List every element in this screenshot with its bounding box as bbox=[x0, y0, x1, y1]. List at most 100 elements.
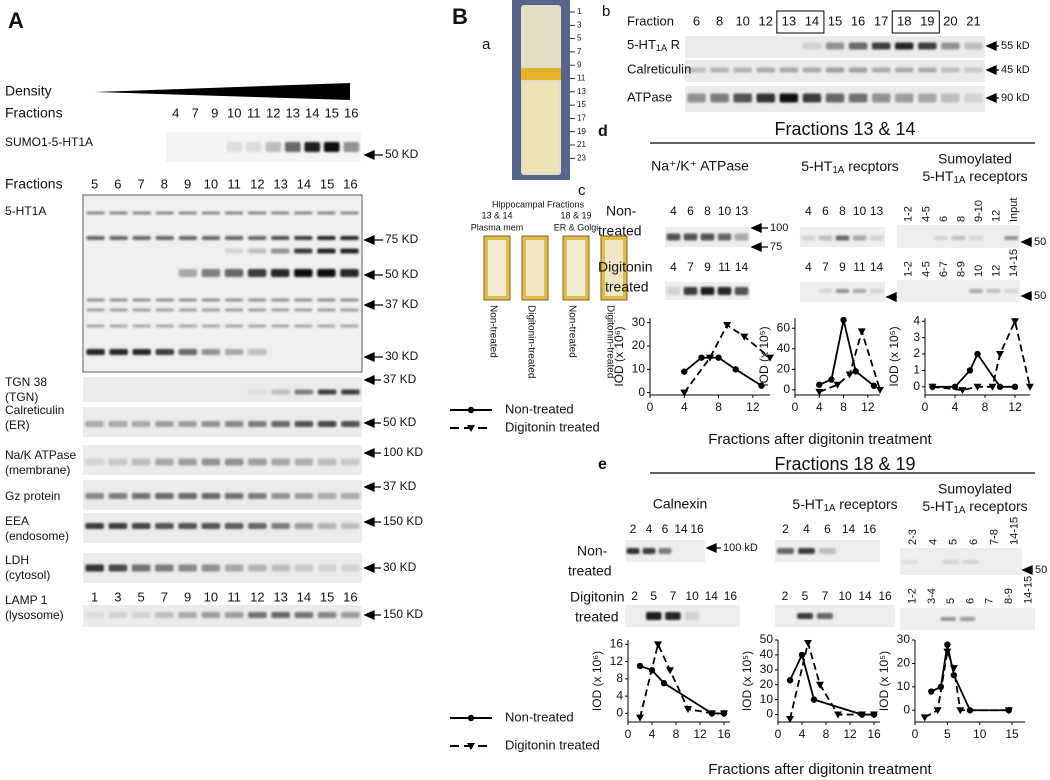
label: (lysosome) bbox=[5, 608, 64, 622]
band bbox=[178, 269, 198, 277]
band bbox=[340, 248, 359, 254]
band bbox=[340, 298, 359, 302]
x-tick-label: 4 bbox=[681, 400, 688, 414]
label-part: 1A bbox=[832, 165, 844, 176]
x-tick-label: 8 bbox=[840, 400, 847, 414]
size-marker: 100 bbox=[770, 222, 788, 234]
band bbox=[969, 236, 984, 240]
lane-label: 7-8 bbox=[988, 529, 1000, 545]
band bbox=[248, 493, 267, 499]
data-point bbox=[681, 368, 688, 375]
band bbox=[178, 493, 197, 499]
blot-bands bbox=[85, 564, 360, 572]
band bbox=[918, 42, 937, 50]
lane-label: 21 bbox=[966, 13, 980, 28]
band bbox=[86, 211, 105, 215]
band bbox=[131, 421, 151, 427]
blot-bands bbox=[85, 493, 360, 499]
data-point bbox=[723, 322, 732, 329]
lane-label: 14 bbox=[305, 105, 319, 120]
band bbox=[969, 289, 984, 293]
lane-label: 8 bbox=[716, 13, 723, 28]
label: 18 & 19 bbox=[560, 210, 591, 220]
band bbox=[271, 564, 290, 572]
band bbox=[294, 523, 314, 529]
band bbox=[224, 421, 244, 427]
lane-label: 10 bbox=[718, 204, 732, 218]
band bbox=[109, 324, 128, 328]
band bbox=[779, 93, 799, 103]
marker-arrow bbox=[363, 447, 381, 459]
blot-bands bbox=[86, 211, 359, 355]
blot-bands bbox=[802, 42, 983, 50]
band bbox=[155, 211, 175, 215]
band bbox=[247, 324, 267, 328]
band bbox=[131, 564, 151, 572]
data-point bbox=[852, 368, 859, 375]
size-marker: 37 KD bbox=[383, 479, 417, 493]
x-tick-label: 8 bbox=[715, 400, 722, 414]
data-point bbox=[660, 679, 668, 687]
band bbox=[341, 612, 360, 618]
blot-frame bbox=[82, 194, 363, 373]
lane-label: 7 bbox=[984, 598, 996, 604]
legend-marker bbox=[467, 406, 475, 414]
y-tick-label: 10 bbox=[897, 679, 911, 693]
label: 5-HT1A R bbox=[627, 37, 680, 53]
band bbox=[178, 211, 198, 215]
band bbox=[986, 289, 1001, 293]
band bbox=[271, 523, 290, 529]
x-tick-label: 12 bbox=[693, 727, 707, 741]
band bbox=[108, 458, 128, 466]
lane-label: 13 bbox=[273, 176, 287, 191]
band bbox=[848, 93, 868, 103]
band bbox=[109, 298, 128, 302]
band bbox=[294, 421, 314, 427]
band bbox=[201, 493, 221, 499]
lane-label: 9 bbox=[184, 589, 191, 604]
band bbox=[817, 613, 833, 619]
lane-label: 14 bbox=[842, 522, 856, 536]
x-tick-label: 0 bbox=[922, 400, 929, 414]
label-part: 1A bbox=[656, 43, 668, 53]
y-axis-label: IOD (x 10⁵) bbox=[887, 326, 901, 386]
label: Fractions 13 & 14 bbox=[774, 119, 915, 139]
band bbox=[201, 211, 221, 215]
data-point bbox=[834, 711, 842, 719]
label: 5-HT1A bbox=[5, 204, 46, 218]
data-point bbox=[758, 382, 765, 389]
band bbox=[341, 458, 360, 466]
data-point bbox=[996, 383, 1004, 391]
fraction-box bbox=[891, 10, 940, 34]
band bbox=[666, 233, 681, 241]
band bbox=[108, 564, 128, 572]
band bbox=[201, 564, 221, 572]
x-tick-label: 16 bbox=[867, 727, 881, 741]
lane-label: 10 bbox=[227, 105, 241, 120]
lane-label: 1-2 bbox=[903, 206, 915, 222]
label: Na/K ATPase bbox=[5, 448, 76, 462]
size-marker: 50 KD bbox=[385, 147, 419, 161]
lane-label: 13 bbox=[273, 589, 287, 604]
lane-label: 16 bbox=[878, 589, 892, 603]
size-marker: 90 kD bbox=[1001, 92, 1030, 104]
marker-arrow bbox=[363, 299, 383, 311]
x-tick-label: 4 bbox=[816, 400, 823, 414]
blot-bands bbox=[85, 612, 360, 618]
band bbox=[835, 289, 850, 293]
lane-label: 4 bbox=[670, 204, 677, 218]
label: 5 bbox=[577, 34, 582, 43]
band bbox=[201, 612, 221, 618]
marker-arrow bbox=[1020, 236, 1032, 248]
label: 5-HT1A receptors bbox=[922, 498, 1027, 516]
data-point bbox=[944, 641, 951, 648]
marker-arrow bbox=[1021, 564, 1033, 576]
marker-arrow bbox=[985, 40, 999, 52]
label: ATPase bbox=[627, 89, 672, 104]
blot-bands bbox=[902, 560, 980, 564]
band bbox=[201, 298, 221, 302]
blot bbox=[83, 377, 362, 402]
label: Na⁺/K⁺ ATPase bbox=[651, 158, 749, 174]
y-tick-label: 50 bbox=[760, 632, 774, 646]
lane-label: 2 bbox=[782, 589, 789, 603]
